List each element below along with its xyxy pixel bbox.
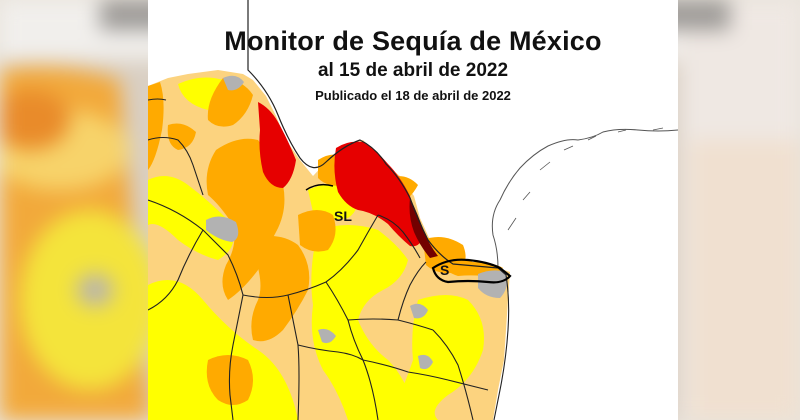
drought-map-panel: SL S Monitor de Sequía de México al 15 d… (148, 0, 678, 420)
published-date: Publicado el 18 de abril de 2022 (315, 88, 511, 103)
label-sl: SL (334, 208, 352, 224)
map-title: Monitor de Sequía de México (224, 26, 602, 56)
drought-map: SL S (148, 0, 678, 420)
label-s: S (440, 262, 449, 278)
map-subtitle: al 15 de abril de 2022 (317, 60, 509, 81)
